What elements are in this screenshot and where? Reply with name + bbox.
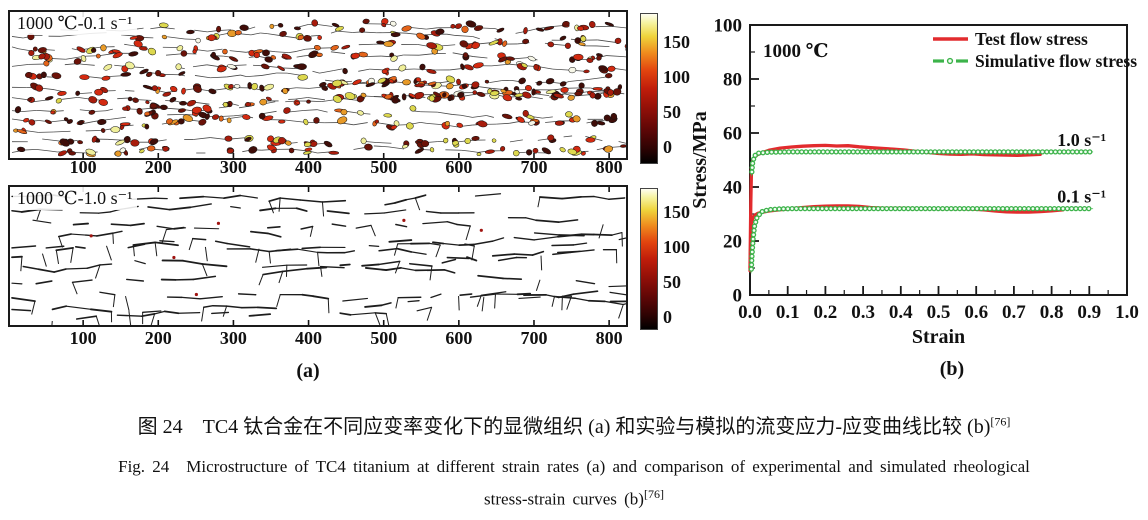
x-tick-label: 600 [445,157,473,177]
x-tick-label: 100 [69,157,97,177]
x-tick-label: 200 [144,328,172,348]
simulative-flow-stress-curve [749,149,1094,177]
colorbar-0.1s [640,13,658,164]
svg-text:Test flow stress: Test flow stress [975,29,1088,49]
svg-text:0.0: 0.0 [738,302,762,323]
caption-english-ref: [76] [643,487,664,501]
x-tick-label: 700 [520,328,548,348]
svg-text:1.0: 1.0 [1115,302,1139,323]
grain-boundaries [11,193,626,325]
caption-english-line2-text: stress-strain curves (b) [484,489,644,509]
micrograph-image-1.0s [11,187,626,325]
strain-rate-annotations: 1.0 s⁻¹ 0.1 s⁻¹ [1057,130,1106,207]
svg-text:Simulative flow stress: Simulative flow stress [975,51,1137,71]
svg-text:Strain: Strain [912,326,965,348]
caption-chinese-text: 图 24 TC4 钛合金在不同应变率变化下的显微组织 (a) 和实验与模拟的流变… [137,416,991,438]
caption-chinese-ref: [76] [990,414,1011,429]
svg-text:0.6: 0.6 [964,302,988,323]
colorbar-tick-label: 150 [663,32,690,52]
svg-text:80: 80 [723,70,742,91]
x-tick-label: 700 [520,157,548,177]
svg-text:0.4: 0.4 [889,302,913,323]
subfigure-label-a: (a) [296,360,320,382]
x-tick-label: 300 [219,157,247,177]
colorbar-tick-label: 50 [663,102,681,122]
colorbar-tick-label: 100 [663,67,690,87]
svg-text:0.1: 0.1 [776,302,800,323]
simulative-flow-stress-curve [748,205,1094,274]
caption-chinese: 图 24 TC4 钛合金在不同应变率变化下的显微组织 (a) 和实验与模拟的流变… [0,410,1148,439]
x-tick-label: 600 [445,328,473,348]
micrograph-panel-0.1s: 1000 ℃-0.1 s⁻¹ [8,10,628,160]
micrograph-x-axis-1.0s: 100 200 300 400 500 600 700 800 [8,328,628,350]
svg-text:0.8: 0.8 [1040,302,1064,323]
colorbar-1.0s [640,188,658,330]
svg-text:0.2: 0.2 [814,302,838,323]
stress-strain-chart: 0 20 40 60 80 100 0.0 0.1 0.2 0.3 0.4 0.5 0.6 0.7 0.8 0… [689,16,1139,349]
x-tick-label: 800 [595,157,623,177]
colorbar-tick-label: 0 [663,137,672,157]
subfigure-label-b: (b) [939,358,965,380]
grain-blobs [13,18,626,158]
colorbar-tick-label: 0 [663,307,672,327]
svg-text:0.5: 0.5 [927,302,951,323]
svg-text:0.3: 0.3 [851,302,875,323]
svg-text:40: 40 [723,178,742,199]
svg-text:0.1 s⁻¹: 0.1 s⁻¹ [1057,186,1106,206]
colorbar-tick-label: 150 [663,202,690,222]
svg-text:20: 20 [723,232,742,253]
x-tick-label: 500 [370,328,398,348]
caption-english-line1: Fig. 24 Microstructure of TC4 titanium a… [118,457,1030,476]
micrograph-x-axis-0.1s: 100 200 300 400 500 600 700 800 [8,157,628,179]
micrograph-image-0.1s [11,12,626,158]
micrograph-title-0.1s: 1000 ℃-0.1 s⁻¹ [13,12,137,35]
colorbar-tick-label: 50 [663,272,681,292]
x-tick-label: 400 [295,328,323,348]
x-tick-label: 100 [69,328,97,348]
svg-text:0: 0 [733,286,743,307]
x-tick-label: 300 [219,328,247,348]
micrograph-panel-1.0s: 1000 ℃-1.0 s⁻¹ [8,185,628,327]
caption-english-line2: stress-strain curves (b)[76] [0,487,1148,510]
chart-axes: 0 20 40 60 80 100 0.0 0.1 0.2 0.3 0.4 0.5 0.6 0.7 0.8 0… [689,16,1139,349]
svg-text:60: 60 [723,124,742,145]
x-tick-label: 400 [295,157,323,177]
micrograph-title-1.0s: 1000 ℃-1.0 s⁻¹ [13,187,137,210]
test-flow-stress-curve [748,204,1065,273]
svg-text:0.9: 0.9 [1077,302,1101,323]
x-tick-label: 800 [595,328,623,348]
x-tick-label: 200 [144,157,172,177]
colorbar-tick-label: 100 [663,237,690,257]
x-tick-label: 500 [370,157,398,177]
svg-text:1000 ℃: 1000 ℃ [763,41,829,62]
svg-text:1.0 s⁻¹: 1.0 s⁻¹ [1057,130,1106,150]
svg-text:0.7: 0.7 [1002,302,1026,323]
svg-text:100: 100 [714,16,743,37]
svg-text:Stress/MPa: Stress/MPa [689,111,711,208]
temperature-annotation: 1000 ℃ [763,41,829,62]
